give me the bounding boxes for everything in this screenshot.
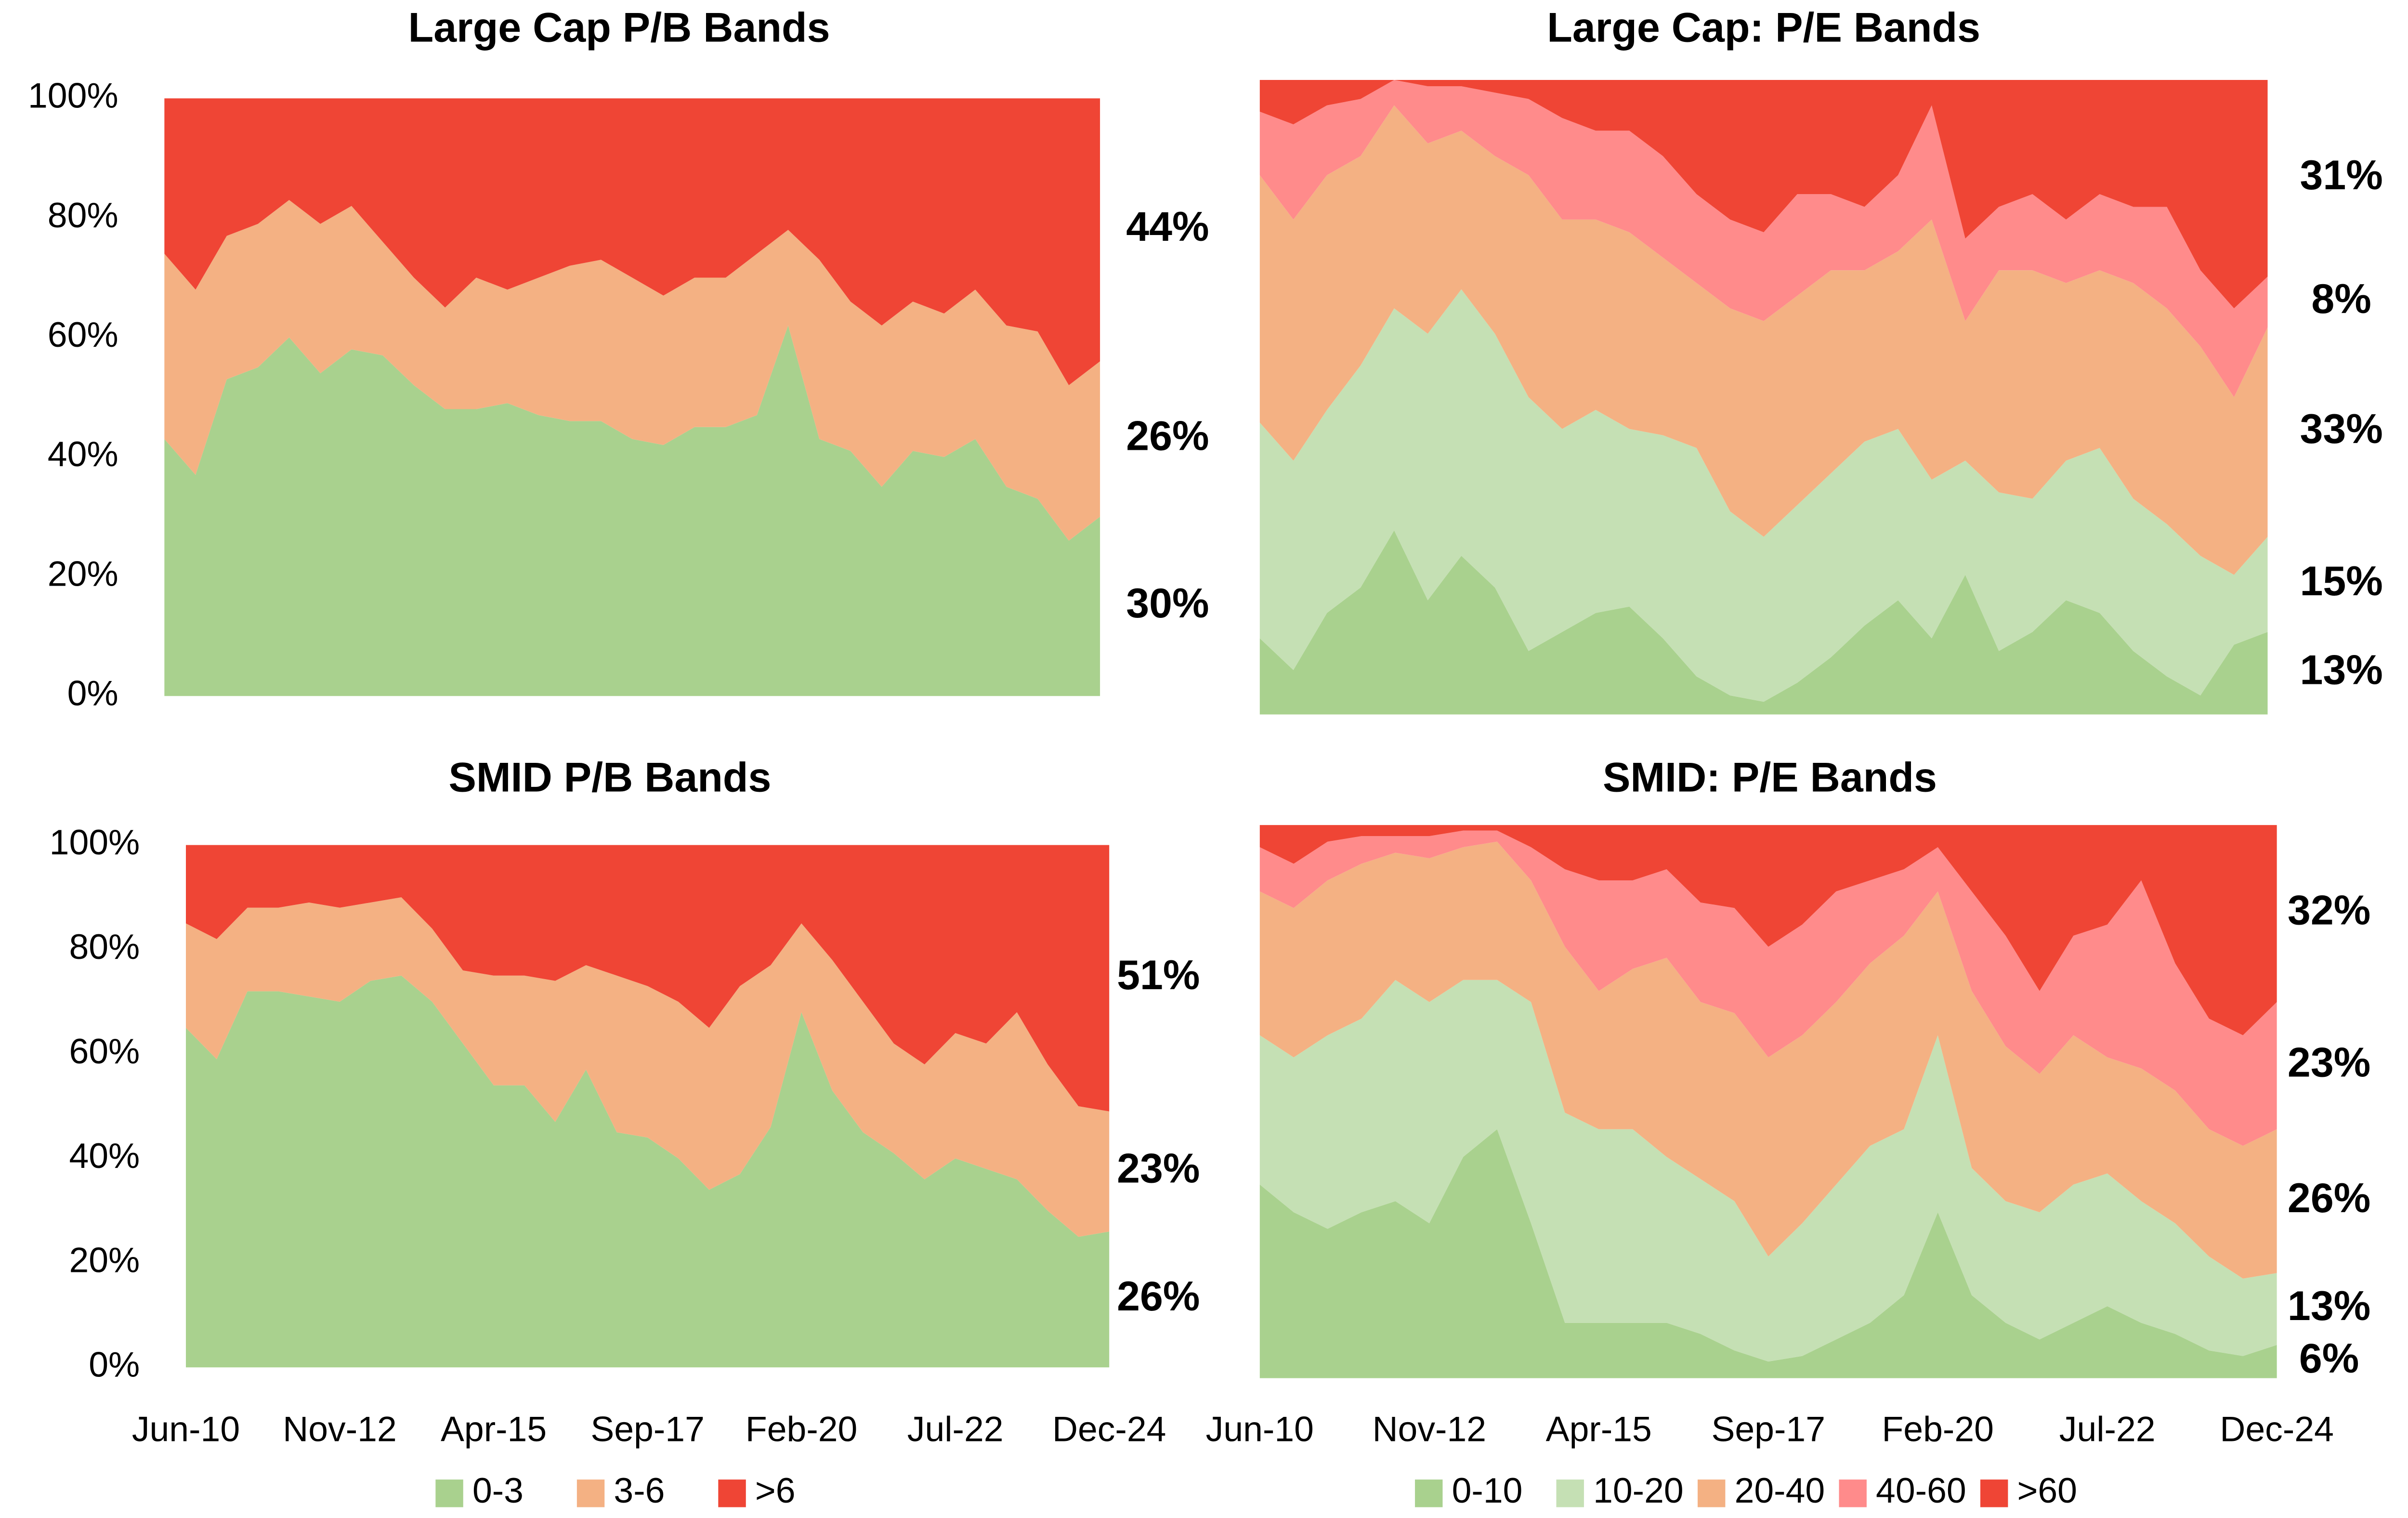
value-label: 26% [1126,413,1209,459]
value-label: 31% [2300,152,2382,198]
legend-swatch [1698,1479,1726,1507]
area-band [164,200,1100,541]
chart-title: Large Cap P/B Bands [408,5,830,51]
y-tick-label: 40% [48,434,118,474]
chart-title: SMID P/B Bands [448,754,771,800]
x-tick-label: Feb-20 [1882,1410,1993,1449]
value-label: 44% [1126,204,1209,250]
x-tick-label: Sep-17 [590,1410,705,1449]
value-label: 26% [1117,1273,1200,1320]
x-tick-label: Dec-24 [1052,1410,1166,1449]
value-label: 32% [2288,888,2370,934]
area-band [1259,79,2268,397]
x-tick-label: Dec-24 [2220,1410,2333,1449]
value-label: 6% [2299,1335,2359,1382]
x-tick-label: Apr-15 [441,1410,547,1449]
y-tick-label: 40% [69,1136,140,1176]
legend-label: >60 [2017,1471,2077,1510]
y-tick-label: 20% [69,1241,140,1280]
area-band [1259,530,2268,715]
value-label: 8% [2311,276,2371,322]
value-label: 15% [2300,558,2382,604]
y-tick-label: 0% [67,674,118,713]
area-band [185,845,1110,1112]
y-tick-label: 100% [28,76,118,116]
value-label: 13% [2288,1283,2370,1329]
area-band [1259,825,2277,1035]
value-label: 51% [1117,952,1200,998]
y-tick-label: 100% [50,823,140,862]
legend-label: 40-60 [1876,1471,1966,1510]
value-label: 13% [2300,647,2382,694]
area-band [1259,79,2268,309]
chart-title: Large Cap: P/E Bands [1547,5,1980,51]
legend-swatch [576,1479,605,1507]
legend-label: 20-40 [1735,1471,1825,1510]
value-label: 23% [1117,1145,1200,1191]
x-tick-label: Apr-15 [1546,1410,1652,1449]
legend-label: 0-3 [472,1471,523,1510]
area-band [185,975,1110,1368]
x-tick-label: Nov-12 [283,1410,396,1449]
x-tick-label: Sep-17 [1711,1410,1825,1449]
area-band [1259,980,2277,1362]
x-tick-label: Jul-22 [907,1410,1004,1449]
x-tick-label: Jun-10 [132,1410,240,1449]
area-band [185,897,1110,1237]
legend-swatch [1415,1479,1443,1507]
y-tick-label: 20% [48,554,118,593]
legend-label: 3-6 [614,1471,665,1510]
area-band [1259,1129,2277,1378]
x-tick-label: Jun-10 [1206,1410,1314,1449]
y-tick-label: 60% [69,1032,140,1071]
legend-label: 0-10 [1452,1471,1523,1510]
legend-swatch [1839,1479,1867,1507]
area-band [164,325,1100,696]
y-tick-label: 60% [48,315,118,354]
y-tick-label: 80% [48,196,118,235]
legend-label: >6 [755,1471,796,1510]
y-tick-label: 0% [89,1345,140,1385]
legend-swatch [718,1479,746,1507]
value-label: 26% [2288,1175,2370,1221]
area-band [1259,105,2268,575]
area-band [1259,289,2268,702]
legend-swatch [1980,1479,2008,1507]
value-label: 30% [1126,580,1209,627]
value-label: 33% [2300,406,2382,452]
area-band [1259,830,2277,1146]
area-band [1259,841,2277,1279]
x-tick-label: Feb-20 [746,1410,857,1449]
legend-swatch [1556,1479,1584,1507]
x-tick-label: Jul-22 [2059,1410,2156,1449]
x-tick-label: Nov-12 [1373,1410,1486,1449]
legend-swatch [435,1479,463,1507]
value-label: 23% [2288,1039,2370,1086]
legend-label: 10-20 [1593,1471,1684,1510]
chart-title: SMID: P/E Bands [1603,754,1937,800]
y-tick-label: 80% [69,927,140,967]
